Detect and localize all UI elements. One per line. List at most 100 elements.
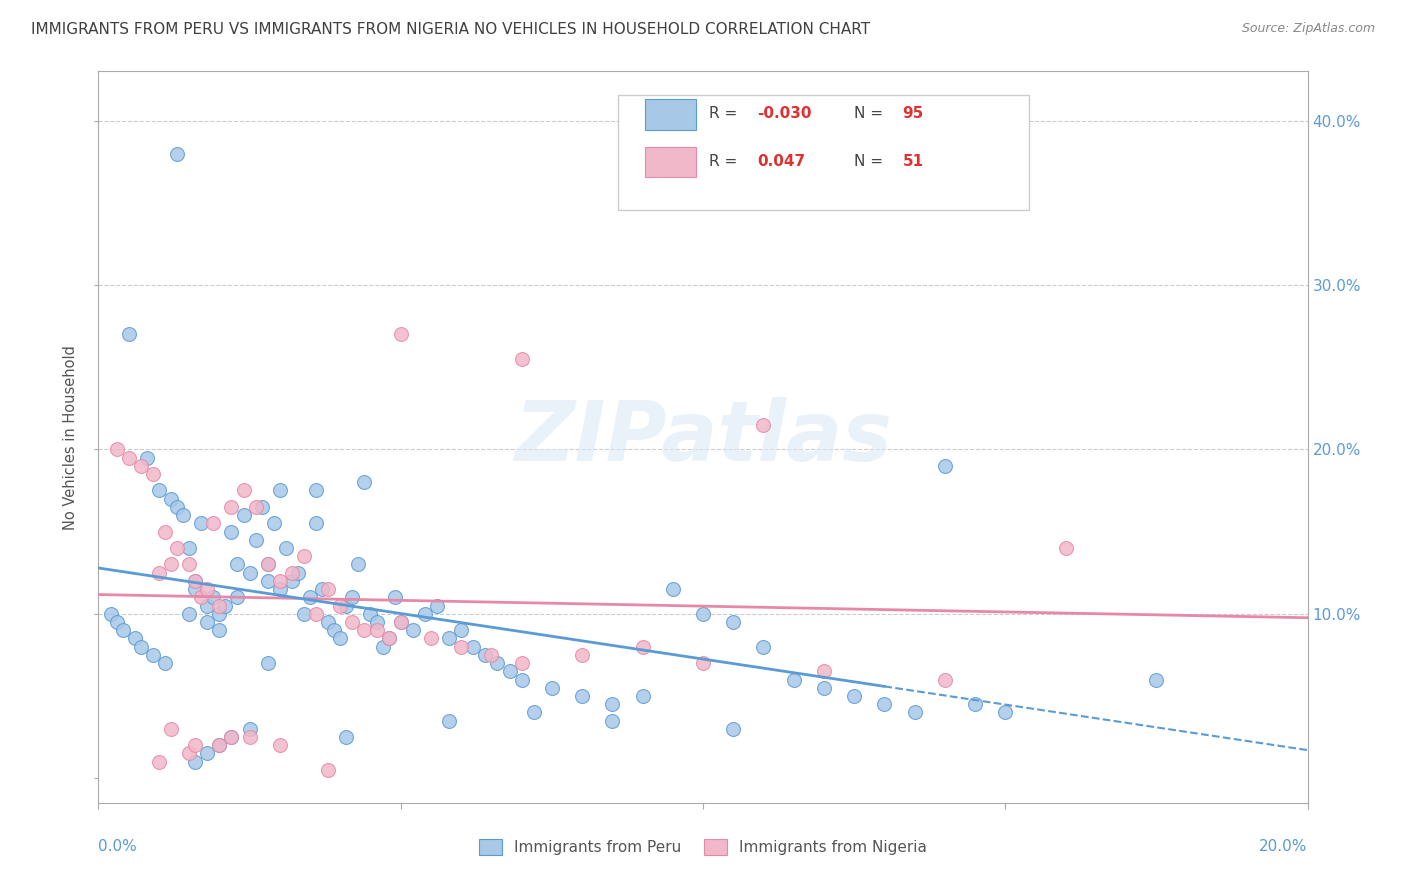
Point	[281, 566, 304, 580]
Point	[631, 689, 654, 703]
Point	[631, 640, 654, 654]
Point	[377, 632, 399, 646]
Point	[426, 599, 449, 613]
FancyBboxPatch shape	[645, 99, 696, 130]
Point	[129, 458, 152, 473]
Point	[226, 591, 249, 605]
Point	[389, 327, 412, 342]
Point	[124, 632, 146, 646]
Point	[142, 648, 165, 662]
Point	[335, 599, 357, 613]
Point	[232, 483, 254, 498]
Point	[184, 574, 207, 588]
Text: ZIPatlas: ZIPatlas	[515, 397, 891, 477]
Point	[135, 450, 157, 465]
Point	[118, 327, 141, 342]
Text: 20.0%: 20.0%	[1260, 839, 1308, 854]
Point	[342, 591, 364, 605]
Point	[129, 640, 152, 654]
Point	[437, 714, 460, 728]
FancyBboxPatch shape	[645, 146, 696, 178]
Point	[389, 615, 412, 629]
Point	[510, 656, 533, 670]
Point	[316, 582, 339, 596]
Point	[221, 500, 243, 514]
Point	[510, 673, 533, 687]
Point	[335, 730, 357, 744]
Point	[305, 483, 328, 498]
Text: Source: ZipAtlas.com: Source: ZipAtlas.com	[1241, 22, 1375, 36]
Point	[1054, 541, 1077, 555]
Point	[263, 516, 285, 531]
Point	[166, 500, 188, 514]
Point	[195, 747, 218, 761]
Text: 95: 95	[903, 105, 924, 120]
Point	[153, 524, 176, 539]
Point	[602, 697, 624, 711]
Point	[245, 500, 267, 514]
Point	[413, 607, 436, 621]
Point	[166, 541, 188, 555]
Point	[179, 607, 201, 621]
Point	[256, 558, 278, 572]
Point	[184, 755, 207, 769]
Point	[256, 558, 278, 572]
Point	[510, 351, 533, 366]
Point	[450, 640, 472, 654]
Point	[190, 591, 212, 605]
Point	[153, 656, 176, 670]
Point	[172, 508, 194, 523]
Point	[450, 624, 472, 638]
Point	[342, 615, 364, 629]
Point	[148, 566, 170, 580]
Point	[281, 574, 304, 588]
Point	[540, 681, 562, 695]
Point	[305, 516, 328, 531]
Point	[269, 483, 291, 498]
Point	[463, 640, 485, 654]
Point	[160, 491, 183, 506]
Text: IMMIGRANTS FROM PERU VS IMMIGRANTS FROM NIGERIA NO VEHICLES IN HOUSEHOLD CORRELA: IMMIGRANTS FROM PERU VS IMMIGRANTS FROM …	[31, 22, 870, 37]
Point	[844, 689, 866, 703]
Point	[184, 582, 207, 596]
Point	[371, 640, 394, 654]
Point	[195, 582, 218, 596]
Point	[692, 656, 714, 670]
Point	[202, 516, 225, 531]
Point	[299, 591, 322, 605]
Point	[269, 582, 291, 596]
Point	[311, 582, 333, 596]
Point	[292, 549, 315, 564]
Point	[221, 730, 243, 744]
Point	[208, 739, 231, 753]
Point	[239, 722, 262, 736]
Point	[195, 599, 218, 613]
Point	[366, 615, 388, 629]
Point	[692, 607, 714, 621]
Point	[202, 591, 225, 605]
Point	[329, 632, 352, 646]
Point	[239, 566, 262, 580]
Point	[498, 665, 520, 679]
Point	[208, 739, 231, 753]
Point	[245, 533, 267, 547]
Point	[813, 665, 835, 679]
Point	[105, 442, 128, 457]
Point	[402, 624, 425, 638]
Point	[256, 656, 278, 670]
Text: N =: N =	[855, 153, 889, 169]
Point	[420, 632, 443, 646]
Point	[1144, 673, 1167, 687]
Point	[366, 624, 388, 638]
Point	[208, 607, 231, 621]
Point	[347, 558, 370, 572]
Point	[316, 615, 339, 629]
Point	[486, 656, 509, 670]
Point	[148, 755, 170, 769]
Point	[250, 500, 273, 514]
Point	[994, 706, 1017, 720]
Point	[934, 458, 956, 473]
Point	[274, 541, 297, 555]
Point	[221, 524, 243, 539]
Point	[377, 632, 399, 646]
